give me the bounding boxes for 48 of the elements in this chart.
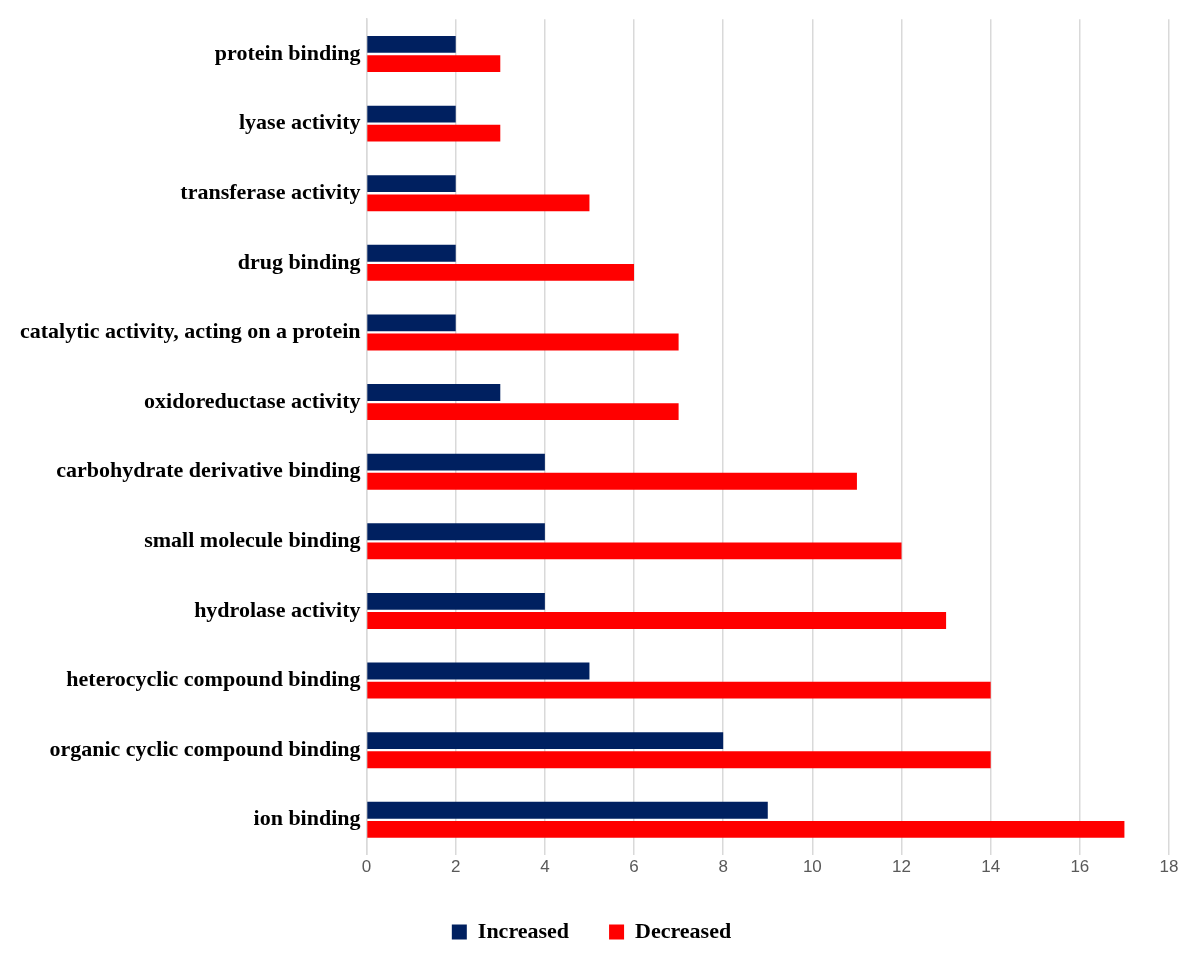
- x-tick-label: 14: [981, 857, 1001, 877]
- y-tick-label: transferase activity: [180, 178, 361, 204]
- x-tick-label: 8: [718, 857, 728, 877]
- bar: [367, 384, 501, 401]
- bar: [367, 801, 768, 819]
- x-tick-label: 0: [361, 857, 372, 877]
- x-tick-label: 6: [629, 857, 639, 877]
- x-tick-label: 4: [540, 857, 550, 877]
- x-tick-label: 12: [892, 857, 911, 877]
- bar: [367, 681, 991, 699]
- y-tick-label: organic cyclic compound binding: [49, 735, 361, 761]
- bar: [367, 403, 679, 421]
- y-tick-label: oxidoreductase activity: [144, 387, 361, 413]
- x-tick-label: 16: [1070, 857, 1090, 877]
- legend-label: Increased: [477, 917, 570, 943]
- bar: [367, 453, 545, 471]
- bar: [367, 592, 545, 610]
- y-tick-label: hydrolase activity: [194, 596, 361, 622]
- y-tick-label: protein binding: [214, 39, 361, 65]
- bar: [367, 55, 501, 72]
- bar: [367, 105, 456, 123]
- bar: [367, 751, 991, 769]
- y-tick-label: ion binding: [253, 805, 361, 831]
- y-tick-label: lyase activity: [238, 109, 361, 135]
- x-tick-label: 18: [1159, 857, 1179, 877]
- y-tick-label: heterocyclic compound binding: [66, 666, 361, 692]
- bar: [367, 612, 947, 629]
- y-tick-label: catalytic activity, acting on a protein: [19, 318, 361, 344]
- bar: [367, 820, 1125, 838]
- bar: [367, 472, 857, 490]
- bar: [367, 264, 635, 281]
- y-tick-label: carbohydrate derivative binding: [56, 457, 361, 483]
- x-tick-label: 10: [802, 857, 822, 877]
- bar: [367, 36, 456, 53]
- y-tick-label: drug binding: [237, 248, 361, 274]
- bar: [367, 732, 724, 750]
- bar: [367, 244, 456, 262]
- legend-label: Decreased: [635, 917, 732, 943]
- bar: [367, 662, 590, 680]
- bar: [367, 124, 501, 142]
- bar: [367, 542, 902, 560]
- bar: [367, 175, 456, 193]
- bar: [367, 333, 679, 351]
- bar: [367, 194, 590, 212]
- bar: [367, 314, 456, 332]
- y-tick-label: small molecule binding: [144, 527, 361, 553]
- x-tick-label: 2: [450, 857, 461, 877]
- bar: [367, 523, 545, 541]
